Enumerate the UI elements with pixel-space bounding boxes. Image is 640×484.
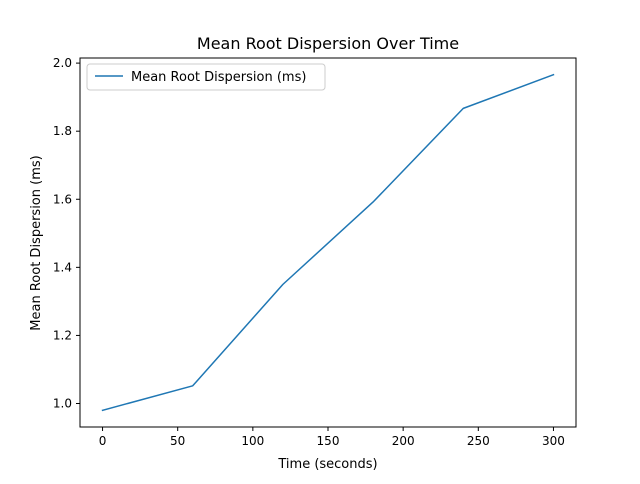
x-tick-label-200: 200 <box>392 434 415 448</box>
y-tick-label-1-4: 1.4 <box>53 260 72 274</box>
legend-label-series-1: Mean Root Dispersion (ms) <box>131 70 306 85</box>
plot-area: 0 50 100 150 200 250 300 1.0 1.2 1.4 1.6 1.8 2.0 <box>53 56 577 448</box>
y-tick-label-1: 1.0 <box>53 397 72 411</box>
chart-title: Mean Root Dispersion Over Time <box>197 34 459 53</box>
y-axis-label: Mean Root Dispersion (ms) <box>29 155 44 330</box>
legend: Mean Root Dispersion (ms) <box>86 63 326 91</box>
x-tick-label-300: 300 <box>542 434 565 448</box>
x-axis-label: Time (seconds) <box>277 457 377 472</box>
x-tick-label-50: 50 <box>170 434 185 448</box>
legend-box <box>86 63 326 91</box>
series-line-1 <box>101 73 555 412</box>
y-tick-label-1-2: 1.2 <box>53 328 72 342</box>
x-tick-label-0: 0 <box>99 434 107 448</box>
x-tick-label-100: 100 <box>241 434 264 448</box>
x-tick-label-150: 150 <box>317 434 340 448</box>
y-tick-label-1-6: 1.6 <box>53 192 72 206</box>
y-tick-label-1-8: 1.8 <box>53 124 72 138</box>
y-tick-label-2: 2.0 <box>53 56 72 70</box>
x-tick-label-250: 250 <box>467 434 490 448</box>
